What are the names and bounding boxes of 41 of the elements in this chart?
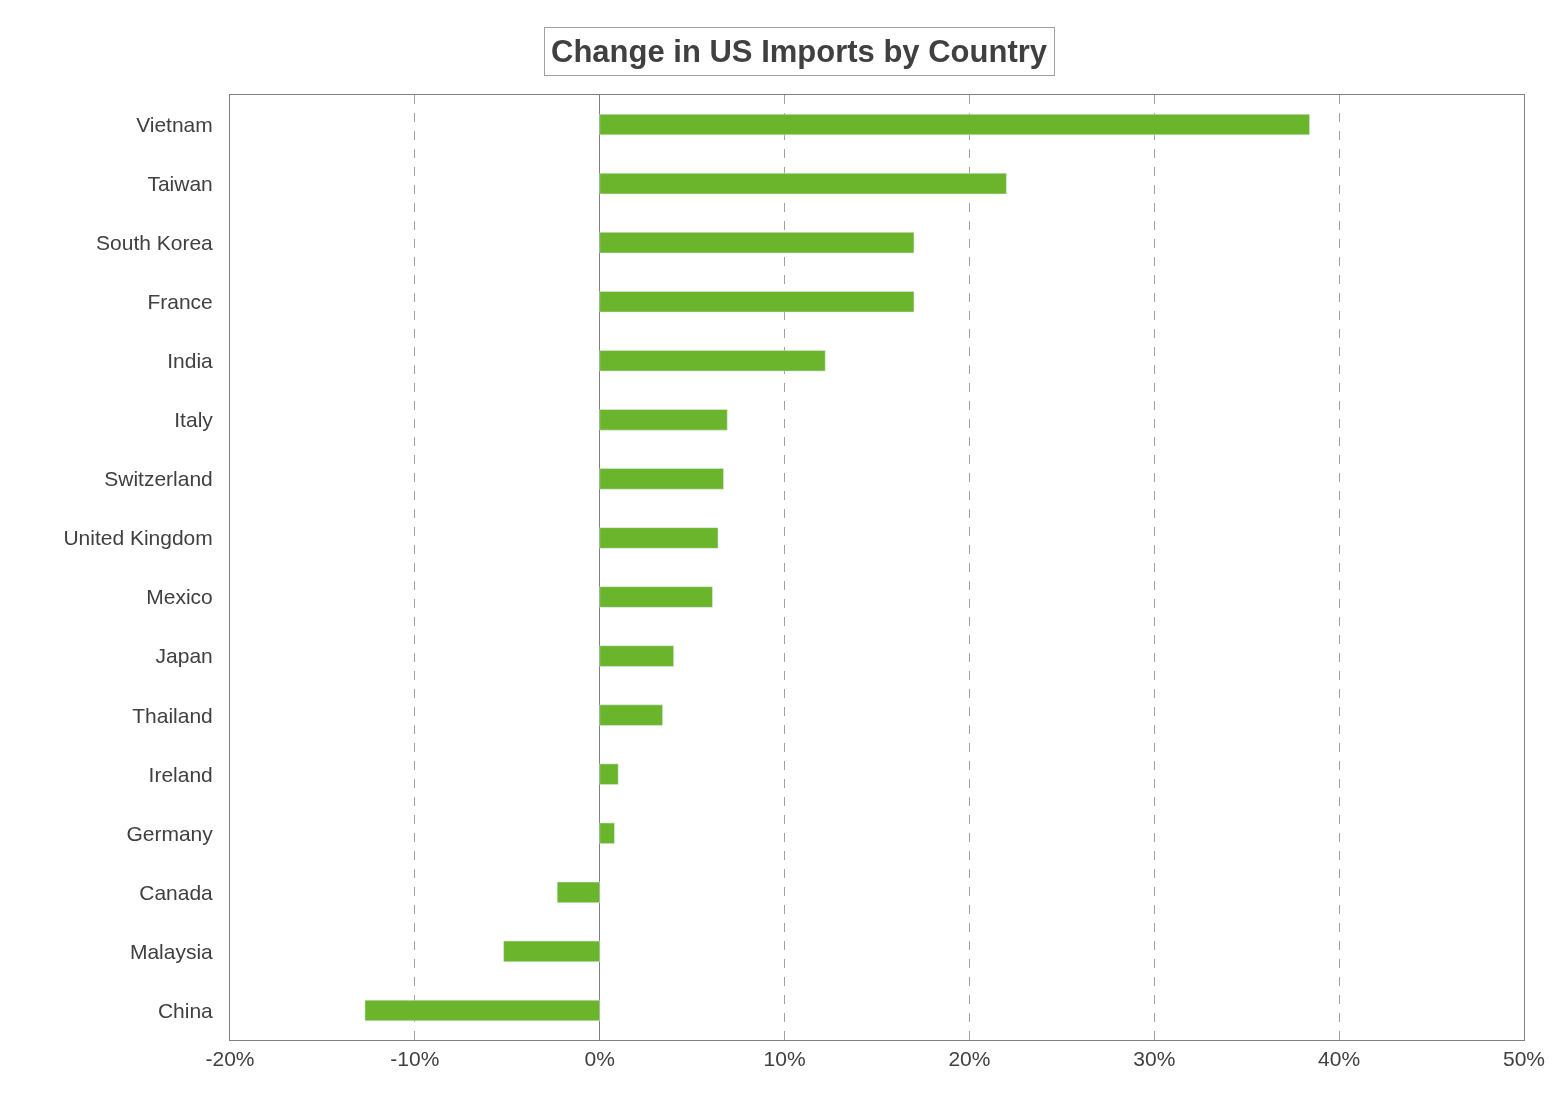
y-tick-label: United Kingdom — [63, 526, 213, 550]
y-tick-label: Taiwan — [147, 171, 213, 195]
x-tick-label: 10% — [763, 1047, 806, 1071]
y-tick-label: Germany — [126, 821, 214, 845]
y-tick-label: India — [167, 349, 214, 373]
bar — [503, 940, 600, 962]
x-tick-label: 50% — [1502, 1047, 1546, 1071]
bar — [599, 704, 663, 726]
bar — [556, 881, 600, 903]
y-tick-label: China — [157, 998, 214, 1022]
bar — [599, 350, 826, 372]
bar — [599, 173, 1007, 195]
x-tick-label: 40% — [1318, 1047, 1361, 1071]
bar — [599, 468, 724, 490]
x-tick-label: 0% — [584, 1047, 615, 1071]
y-tick-label: France — [147, 290, 213, 314]
y-tick-label: Switzerland — [104, 467, 213, 491]
y-tick-label: South Korea — [96, 231, 214, 255]
bar — [599, 645, 674, 667]
bar — [599, 291, 915, 313]
y-tick-label: Japan — [155, 644, 213, 668]
y-tick-label: Mexico — [146, 585, 213, 609]
bar — [599, 113, 1310, 136]
bar — [599, 763, 619, 785]
y-tick-label: Vietnam — [136, 112, 213, 136]
y-tick-label: Canada — [139, 880, 214, 904]
bar — [364, 999, 600, 1022]
y-tick-label: Thailand — [132, 703, 213, 727]
x-tick-label: -10% — [390, 1047, 440, 1071]
x-tick-label: 30% — [1133, 1047, 1176, 1071]
x-tick-label: -20% — [205, 1047, 255, 1071]
y-tick-label: Ireland — [148, 762, 213, 786]
bar — [599, 409, 728, 431]
y-tick-label: Malaysia — [129, 939, 214, 963]
bar — [599, 586, 713, 608]
bar — [599, 232, 915, 254]
chart-title: Change in US Imports by Country — [551, 34, 1048, 69]
y-tick-label: Italy — [174, 408, 214, 432]
bar — [599, 527, 719, 549]
x-tick-label: 20% — [948, 1047, 991, 1071]
bar — [599, 822, 615, 844]
